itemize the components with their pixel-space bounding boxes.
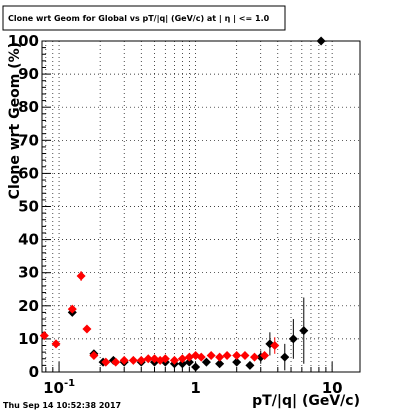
y-tick-labels: 0 10 20 30 40 50 60 70 80 90 100 xyxy=(8,32,39,381)
data-point xyxy=(82,324,92,334)
data-point xyxy=(280,352,290,362)
data-point xyxy=(89,350,99,360)
y-tick-label: 0 xyxy=(29,363,39,381)
x-axis-label: pT/|q| (GeV/c) xyxy=(252,393,360,409)
x-tick-label: 10 xyxy=(322,379,343,397)
data-point xyxy=(232,350,242,360)
data-point xyxy=(136,355,146,365)
data-point xyxy=(128,355,138,365)
axis-ticks xyxy=(42,40,333,373)
data-point xyxy=(222,350,232,360)
data-point xyxy=(270,341,280,351)
x-tick-label: 1 xyxy=(190,379,200,397)
data-point xyxy=(184,352,194,362)
data-point xyxy=(177,354,187,364)
data-marks xyxy=(39,36,326,372)
grid xyxy=(42,40,360,373)
data-point xyxy=(111,357,121,367)
plot-frame xyxy=(41,40,361,373)
data-point xyxy=(245,360,255,370)
chart-title: Clone wrt Geom for Global vs pT/|q| (GeV… xyxy=(8,14,270,23)
data-point xyxy=(191,362,201,372)
data-point xyxy=(215,352,225,362)
data-point xyxy=(169,355,179,365)
data-point xyxy=(299,326,309,336)
data-point xyxy=(249,352,259,362)
data-point xyxy=(76,271,86,281)
data-point xyxy=(119,355,129,365)
data-point xyxy=(39,331,49,341)
y-tick-label: 10 xyxy=(18,330,39,348)
data-point xyxy=(184,357,194,367)
data-point xyxy=(177,359,187,369)
data-point xyxy=(67,304,77,314)
data-point xyxy=(160,354,170,364)
data-point xyxy=(260,350,270,360)
y-tick-label: 20 xyxy=(18,297,39,315)
y-tick-label: 80 xyxy=(18,98,39,116)
data-point xyxy=(316,36,326,46)
y-axis-label: Clone wrt Geom (%) xyxy=(7,42,23,199)
data-point xyxy=(215,359,225,369)
data-point xyxy=(288,334,298,344)
data-point xyxy=(101,357,111,367)
x-tick-label: 10-1 xyxy=(43,378,75,397)
timestamp: Thu Sep 14 10:52:38 2017 xyxy=(3,401,121,410)
y-tick-label: 50 xyxy=(18,198,39,216)
data-point xyxy=(240,350,250,360)
data-point xyxy=(143,354,153,364)
data-point xyxy=(206,350,216,360)
y-tick-label: 30 xyxy=(18,264,39,282)
y-tick-label: 60 xyxy=(18,164,39,182)
y-tick-label: 70 xyxy=(18,131,39,149)
data-point xyxy=(51,339,61,349)
y-tick-label: 40 xyxy=(18,231,39,249)
y-tick-label: 90 xyxy=(18,65,39,83)
title-box xyxy=(2,5,286,31)
data-point xyxy=(232,357,242,367)
data-point xyxy=(201,357,211,367)
data-point xyxy=(196,352,206,362)
y-tick-label: 100 xyxy=(8,32,39,50)
